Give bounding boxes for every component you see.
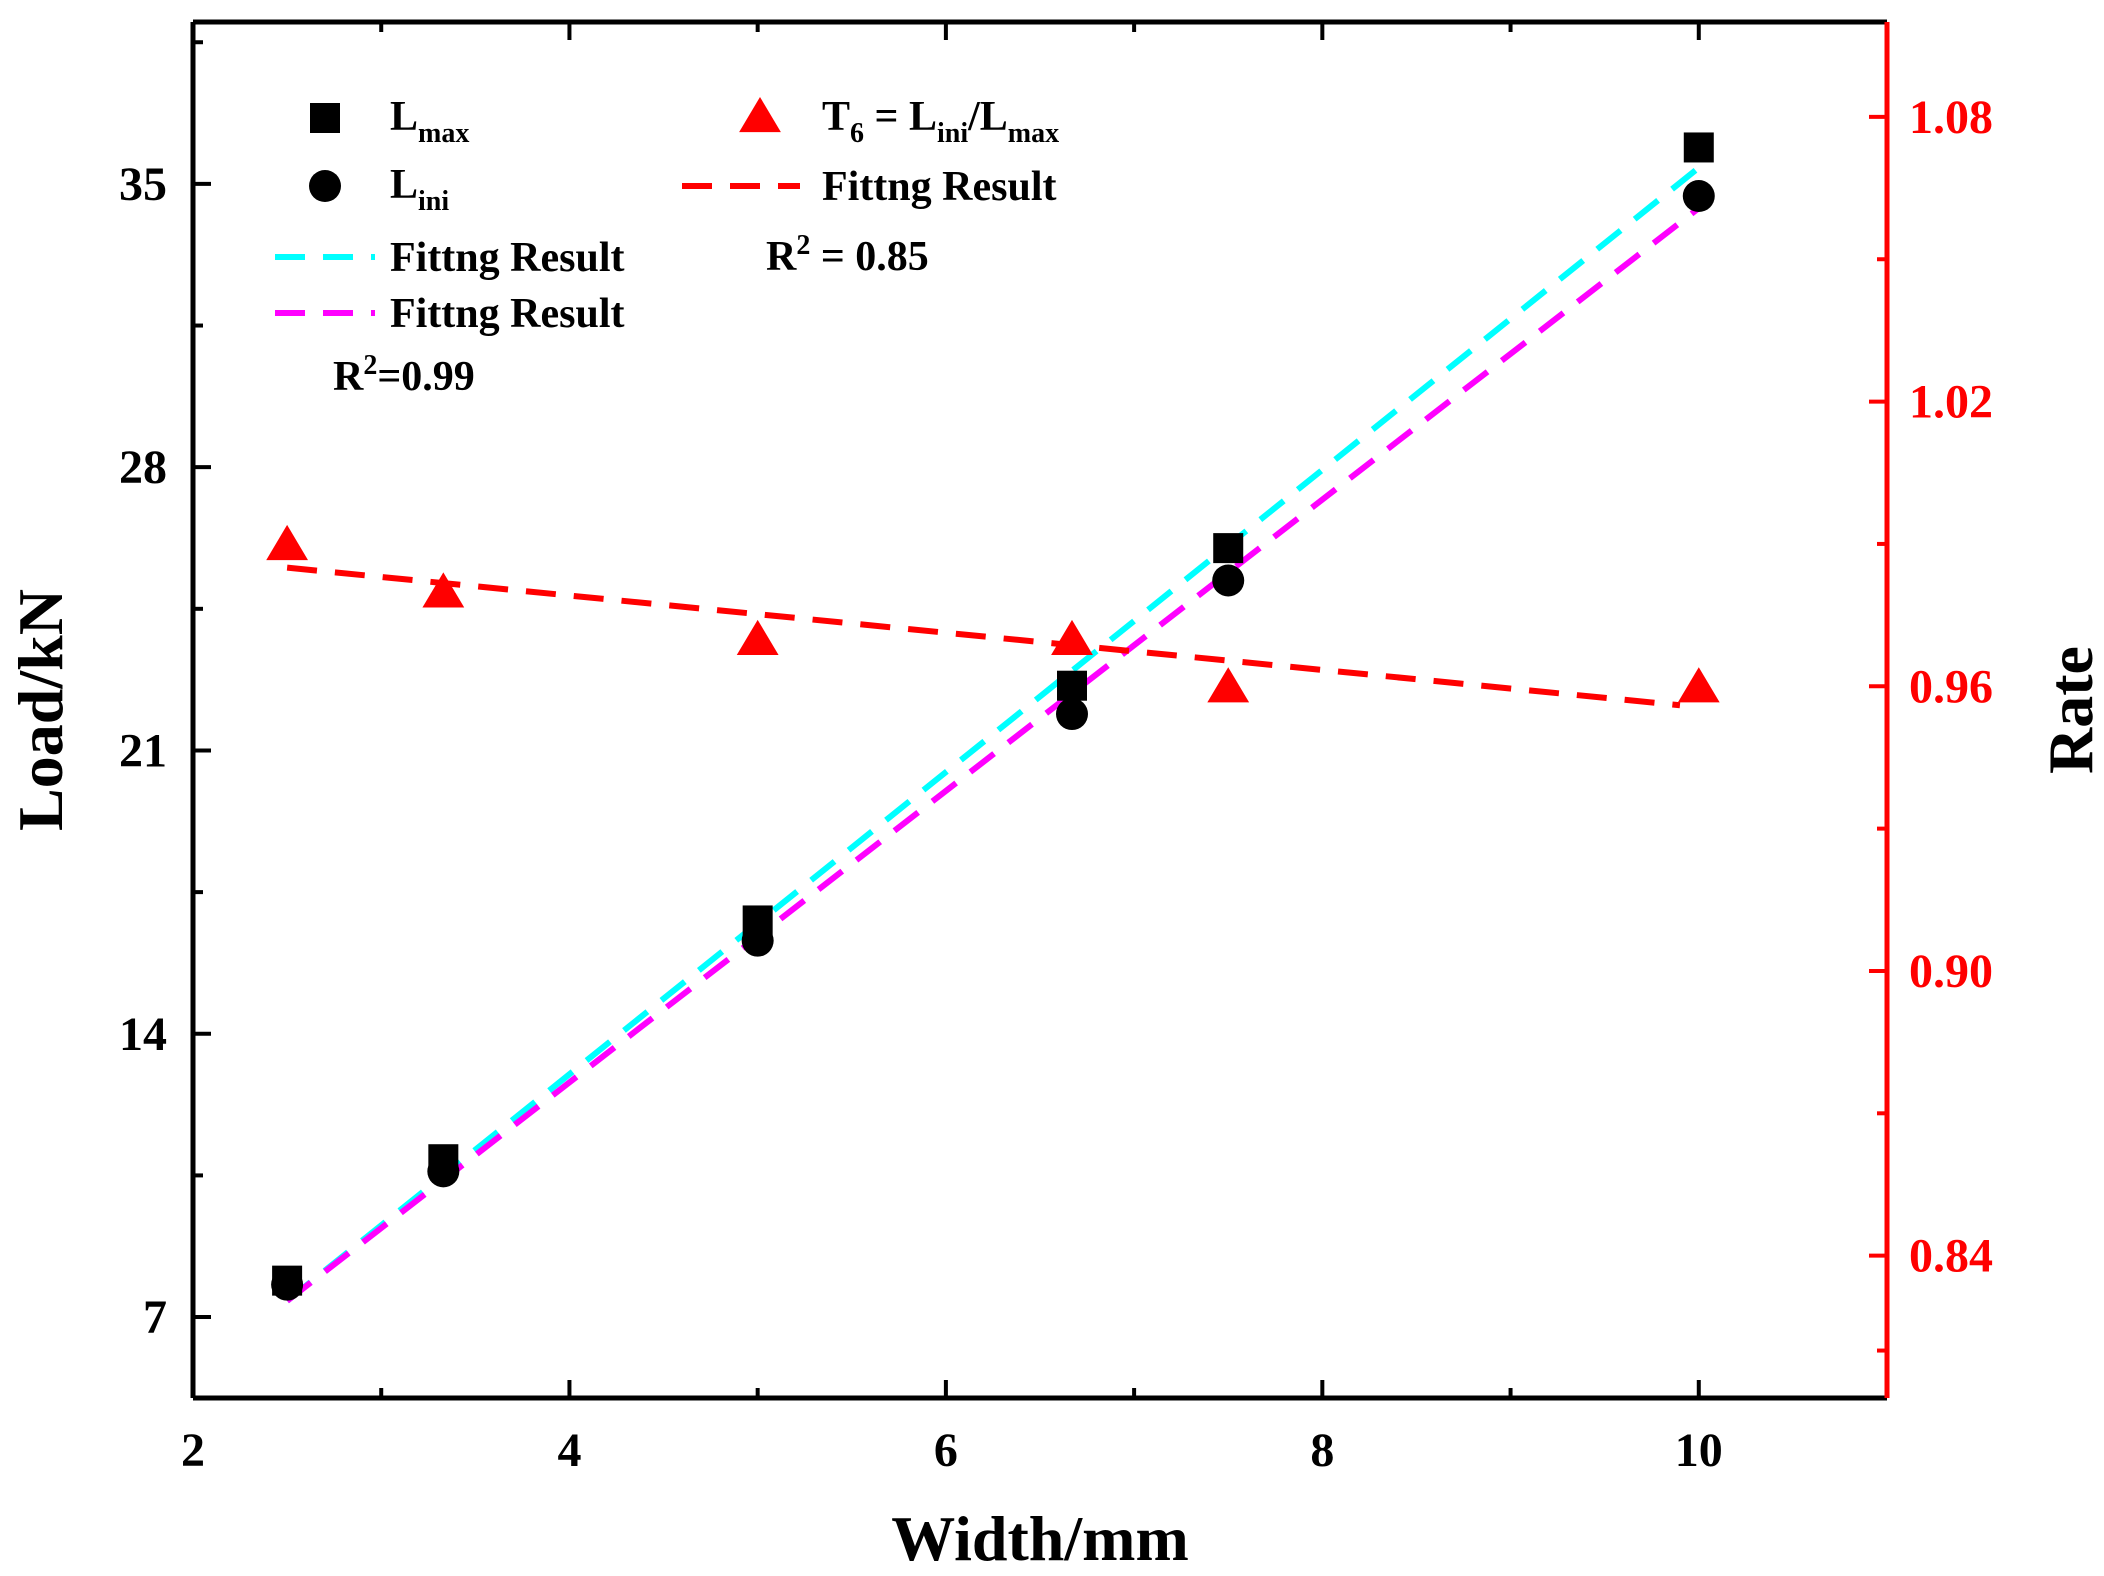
legend-fit-t6-label: Fittng Result [822, 164, 1057, 210]
y2-tick-label: 1.08 [1909, 91, 1993, 144]
y2-tick-label: 0.84 [1909, 1230, 1993, 1283]
y2-tick-label: 0.96 [1909, 660, 1993, 713]
marker-lini [1682, 180, 1715, 213]
y2-tick-label: 1.02 [1909, 376, 1993, 429]
marker-lmax [1213, 533, 1244, 564]
marker-t6 [736, 619, 779, 655]
x-tick-label: 10 [1675, 1424, 1723, 1477]
marker-t6 [266, 524, 309, 561]
y-tick-label: 28 [119, 441, 167, 494]
fit-lines [285, 165, 1701, 1304]
marker-lini [1212, 564, 1245, 597]
marker-lmax [1056, 670, 1087, 701]
legend-marker-lini [309, 170, 341, 202]
fit-line-lini [285, 205, 1701, 1304]
marker-lini [271, 1268, 304, 1301]
marker-lini [741, 924, 774, 957]
y2-tick-label: 0.90 [1909, 945, 1993, 998]
marker-t6 [1677, 667, 1720, 703]
fit-line-t6 [286, 564, 1681, 709]
y-tick-label: 7 [143, 1291, 167, 1344]
x-tick-label: 4 [557, 1424, 581, 1477]
axis-ticks: 2 4 6 8 10 7 14 21 28 35 0.84 0.90 0.96 1.02 1.08 [119, 22, 1993, 1477]
y-tick-label: 21 [119, 724, 167, 777]
legend-marker-t6 [739, 97, 781, 133]
legend-fit-lmax-label: Fittng Result [390, 235, 625, 281]
r2-left-annotation: R2=0.99 [333, 350, 475, 400]
x-axis-title: Width/mm [891, 1503, 1189, 1574]
legend-fit-lini-label: Fittng Result [390, 291, 625, 337]
marker-t6 [1051, 619, 1093, 655]
marker-t6 [422, 572, 465, 608]
marker-t6 [1207, 667, 1250, 703]
x-tick-label: 8 [1310, 1424, 1334, 1477]
fit-line-lmax [285, 165, 1701, 1304]
legend: Lmax Lini T6 = Lini/Lmax Fittng Result Fittn… [275, 94, 1059, 337]
marker-lini [427, 1155, 460, 1188]
y-tick-label: 14 [119, 1008, 167, 1061]
legend-label-lini: Lini [390, 162, 449, 217]
legend-marker-lmax [310, 103, 340, 133]
marker-lini [1055, 698, 1088, 731]
y2-axis-title: Rate [2035, 646, 2104, 774]
data-markers [266, 132, 1720, 1301]
y-tick-label: 35 [119, 158, 167, 211]
y-axis-title: Load/kN [5, 589, 76, 831]
x-tick-label: 2 [181, 1424, 205, 1477]
annotations: R2=0.99 R2 = 0.85 [333, 230, 929, 400]
r2-right-annotation: R2 = 0.85 [766, 230, 929, 280]
legend-label-lmax: Lmax [390, 94, 469, 149]
legend-label-t6: T6 = Lini/Lmax [822, 94, 1059, 149]
x-tick-label: 6 [934, 1424, 958, 1477]
marker-lmax [1683, 132, 1714, 163]
plot-frame [190, 19, 1890, 1401]
